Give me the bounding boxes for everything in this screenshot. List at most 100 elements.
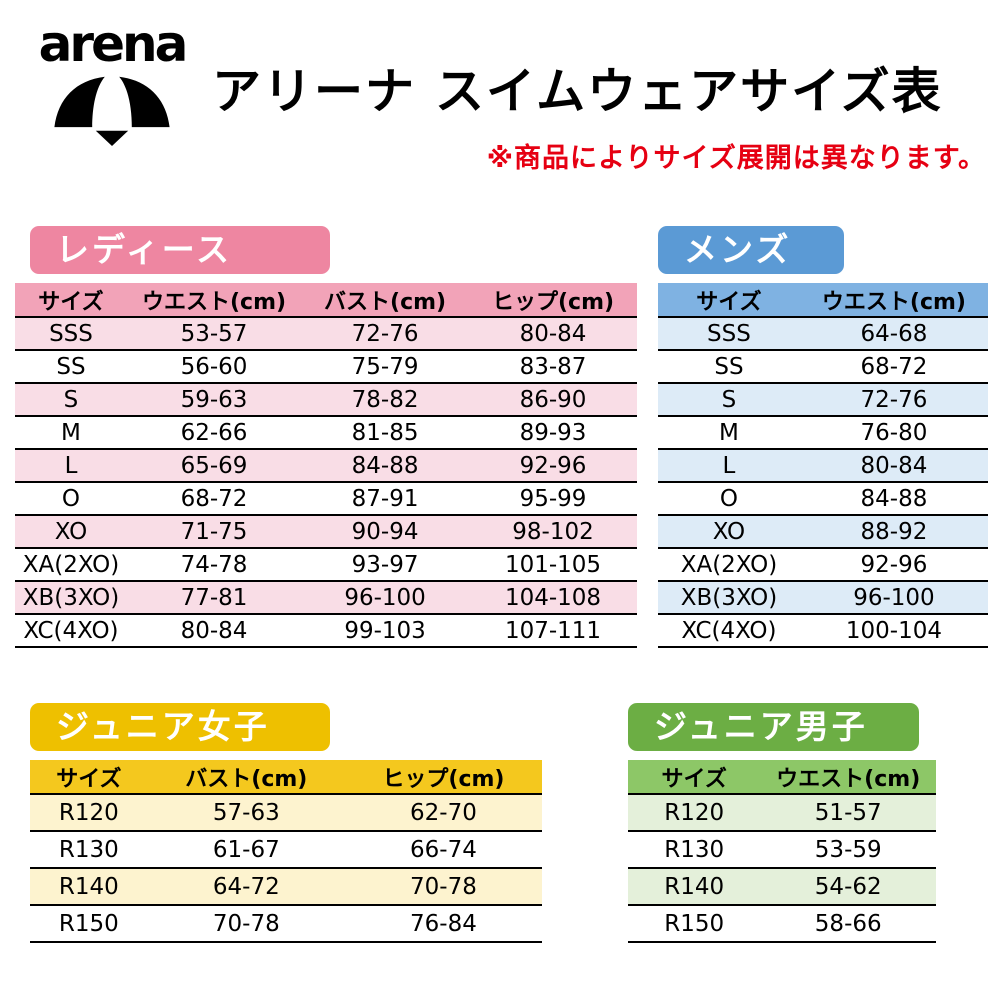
table-row: XA(2XO) 92-96 bbox=[658, 548, 988, 582]
measurement-cell: 53-57 bbox=[126, 317, 302, 351]
size-cell: R130 bbox=[628, 831, 761, 869]
measurement-cell: 92-96 bbox=[469, 449, 637, 483]
table-row: R150 58-66 bbox=[628, 905, 936, 943]
size-cell: XO bbox=[658, 515, 800, 549]
column-header: ヒップ(cm) bbox=[344, 760, 542, 795]
measurement-cell: 76-80 bbox=[799, 416, 988, 450]
size-cell: L bbox=[15, 449, 127, 483]
size-cell: M bbox=[658, 416, 800, 450]
column-header: ヒップ(cm) bbox=[469, 283, 637, 318]
size-cell: R140 bbox=[628, 868, 761, 906]
measurement-cell: 98-102 bbox=[469, 515, 637, 549]
measurement-cell: 80-84 bbox=[469, 317, 637, 351]
column-header: サイズ bbox=[15, 283, 127, 318]
measurement-cell: 90-94 bbox=[301, 515, 470, 549]
size-cell: SS bbox=[15, 350, 127, 384]
measurement-cell: 107-111 bbox=[469, 614, 637, 648]
column-header: ウエスト(cm) bbox=[126, 283, 302, 318]
junior-boys-badge: ジュニア男子 bbox=[628, 703, 919, 751]
size-cell: M bbox=[15, 416, 127, 450]
measurement-cell: 62-66 bbox=[126, 416, 302, 450]
column-header: サイズ bbox=[30, 760, 148, 795]
column-header: バスト(cm) bbox=[301, 283, 470, 318]
table-row: XO 71-75 90-94 98-102 bbox=[15, 515, 637, 549]
table-row: R130 61-67 66-74 bbox=[30, 831, 542, 869]
size-cell: O bbox=[658, 482, 800, 516]
measurement-cell: 72-76 bbox=[301, 317, 470, 351]
table-row: SSS 53-57 72-76 80-84 bbox=[15, 317, 637, 351]
size-cell: R120 bbox=[30, 794, 148, 832]
measurement-cell: 77-81 bbox=[126, 581, 302, 615]
measurement-cell: 58-66 bbox=[760, 905, 936, 943]
size-cell: XB(3XO) bbox=[15, 581, 127, 615]
size-cell: XA(2XO) bbox=[15, 548, 127, 582]
size-cell: XB(3XO) bbox=[658, 581, 800, 615]
table-row: L 80-84 bbox=[658, 449, 988, 483]
measurement-cell: 96-100 bbox=[301, 581, 470, 615]
measurement-cell: 64-68 bbox=[799, 317, 988, 351]
measurement-cell: 104-108 bbox=[469, 581, 637, 615]
table-row: XO 88-92 bbox=[658, 515, 988, 549]
table-header-row: サイズ ウエスト(cm) バスト(cm) ヒップ(cm) bbox=[15, 283, 637, 318]
table-row: R150 70-78 76-84 bbox=[30, 905, 542, 943]
measurement-cell: 65-69 bbox=[126, 449, 302, 483]
table-row: S 72-76 bbox=[658, 383, 988, 417]
measurement-cell: 70-78 bbox=[147, 905, 345, 943]
size-cell: XA(2XO) bbox=[658, 548, 800, 582]
table-row: R130 53-59 bbox=[628, 831, 936, 869]
column-header: サイズ bbox=[658, 283, 800, 318]
measurement-cell: 76-84 bbox=[344, 905, 542, 943]
measurement-cell: 68-72 bbox=[799, 350, 988, 384]
table-row: SS 56-60 75-79 83-87 bbox=[15, 350, 637, 384]
size-availability-note: ※商品によりサイズ展開は異なります。 bbox=[486, 143, 986, 174]
measurement-cell: 93-97 bbox=[301, 548, 470, 582]
measurement-cell: 78-82 bbox=[301, 383, 470, 417]
table-row: S 59-63 78-82 86-90 bbox=[15, 383, 637, 417]
measurement-cell: 80-84 bbox=[799, 449, 988, 483]
table-header-row: サイズ ウエスト(cm) bbox=[628, 760, 936, 795]
table-row: R140 64-72 70-78 bbox=[30, 868, 542, 906]
measurement-cell: 100-104 bbox=[799, 614, 988, 648]
arena-emblem-icon bbox=[54, 76, 170, 146]
size-cell: S bbox=[15, 383, 127, 417]
measurement-cell: 88-92 bbox=[799, 515, 988, 549]
measurement-cell: 96-100 bbox=[799, 581, 988, 615]
table-row: M 62-66 81-85 89-93 bbox=[15, 416, 637, 450]
column-header: サイズ bbox=[628, 760, 761, 795]
mens-badge: メンズ bbox=[658, 226, 844, 274]
measurement-cell: 71-75 bbox=[126, 515, 302, 549]
page-title: アリーナ スイムウェアサイズ表 bbox=[212, 63, 943, 120]
measurement-cell: 80-84 bbox=[126, 614, 302, 648]
column-header: ウエスト(cm) bbox=[799, 283, 988, 318]
size-cell: XO bbox=[15, 515, 127, 549]
size-cell: SSS bbox=[15, 317, 127, 351]
table-row: R120 57-63 62-70 bbox=[30, 794, 542, 832]
table-row: O 68-72 87-91 95-99 bbox=[15, 482, 637, 516]
size-cell: R140 bbox=[30, 868, 148, 906]
measurement-cell: 86-90 bbox=[469, 383, 637, 417]
size-cell: XC(4XO) bbox=[658, 614, 800, 648]
arena-wordmark: arena bbox=[38, 15, 189, 73]
measurement-cell: 84-88 bbox=[799, 482, 988, 516]
junior-girls-badge: ジュニア女子 bbox=[30, 703, 330, 751]
size-cell: S bbox=[658, 383, 800, 417]
table-row: XA(2XO) 74-78 93-97 101-105 bbox=[15, 548, 637, 582]
measurement-cell: 57-63 bbox=[147, 794, 345, 832]
measurement-cell: 81-85 bbox=[301, 416, 470, 450]
measurement-cell: 59-63 bbox=[126, 383, 302, 417]
measurement-cell: 72-76 bbox=[799, 383, 988, 417]
measurement-cell: 75-79 bbox=[301, 350, 470, 384]
measurement-cell: 99-103 bbox=[301, 614, 470, 648]
table-row: XC(4XO) 80-84 99-103 107-111 bbox=[15, 614, 637, 648]
size-cell: XC(4XO) bbox=[15, 614, 127, 648]
measurement-cell: 92-96 bbox=[799, 548, 988, 582]
measurement-cell: 83-87 bbox=[469, 350, 637, 384]
measurement-cell: 70-78 bbox=[344, 868, 542, 906]
column-header: バスト(cm) bbox=[147, 760, 345, 795]
table-row: R120 51-57 bbox=[628, 794, 936, 832]
table-row: R140 54-62 bbox=[628, 868, 936, 906]
table-row: SSS 64-68 bbox=[658, 317, 988, 351]
size-cell: R120 bbox=[628, 794, 761, 832]
table-row: XB(3XO) 96-100 bbox=[658, 581, 988, 615]
